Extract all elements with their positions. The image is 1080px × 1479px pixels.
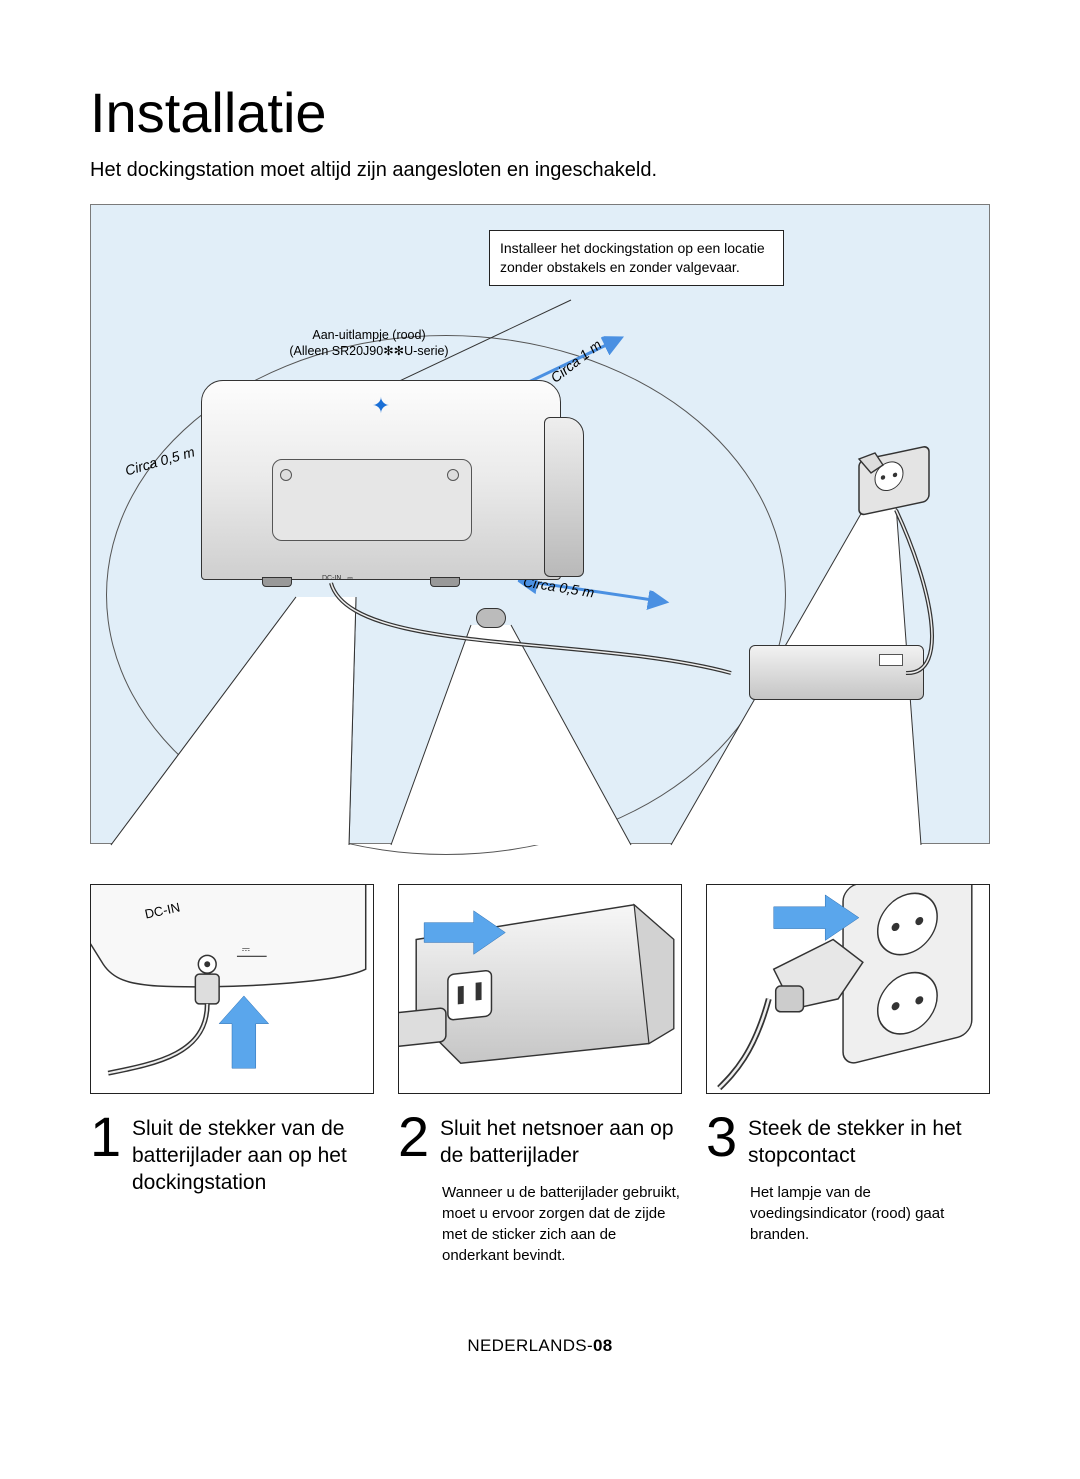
step-2-body: Wanneer u de batterijlader gebruikt, moe… — [442, 1182, 682, 1266]
step-1-title: Sluit de stekker van de batterijlader aa… — [132, 1112, 374, 1197]
ferrite-bead-icon — [476, 608, 506, 628]
step-3-body: Het lampje van de voedingsindicator (roo… — [750, 1182, 990, 1245]
page-subtitle: Het dockingstation moet altijd zijn aang… — [90, 159, 990, 182]
main-diagram: Installeer het dockingstation op een loc… — [90, 204, 990, 844]
step-3: 3 Steek de stekker in het stopcontact He… — [706, 884, 990, 1266]
step-2-title: Sluit het netsnoer aan op de batterijlad… — [440, 1112, 682, 1170]
step-3-title: Steek de stekker in het stopcontact — [748, 1112, 990, 1170]
power-adapter-icon — [749, 645, 924, 700]
power-light-icon: ✦ — [372, 393, 390, 419]
step-2: 2 Sluit het netsnoer aan op de batterijl… — [398, 884, 682, 1266]
step-2-number: 2 — [398, 1112, 434, 1162]
step-1-diagram: DC-IN ⎓ — [90, 884, 374, 1094]
aan-uit-label: Aan-uitlampje (rood) (Alleen SR20J90✻✻U-… — [269, 327, 469, 360]
footer-lang: NEDERLANDS- — [467, 1336, 593, 1355]
arrow-up-icon — [219, 996, 269, 1068]
step-3-diagram — [706, 884, 990, 1094]
page-footer: NEDERLANDS-08 — [90, 1336, 990, 1356]
page-title: Installatie — [90, 80, 990, 145]
step-1-number: 1 — [90, 1112, 126, 1162]
step-2-diagram — [398, 884, 682, 1094]
svg-text:⎓: ⎓ — [242, 944, 250, 955]
docking-station-icon: ✦ DC-IN ⎓ — [201, 380, 561, 580]
step-3-number: 3 — [706, 1112, 742, 1162]
footer-page-number: 08 — [593, 1336, 613, 1355]
steps-row: DC-IN ⎓ 1 Sluit de stekker van de batter… — [90, 884, 990, 1266]
step-1: DC-IN ⎓ 1 Sluit de stekker van de batter… — [90, 884, 374, 1266]
wall-outlet-icon — [857, 453, 927, 508]
